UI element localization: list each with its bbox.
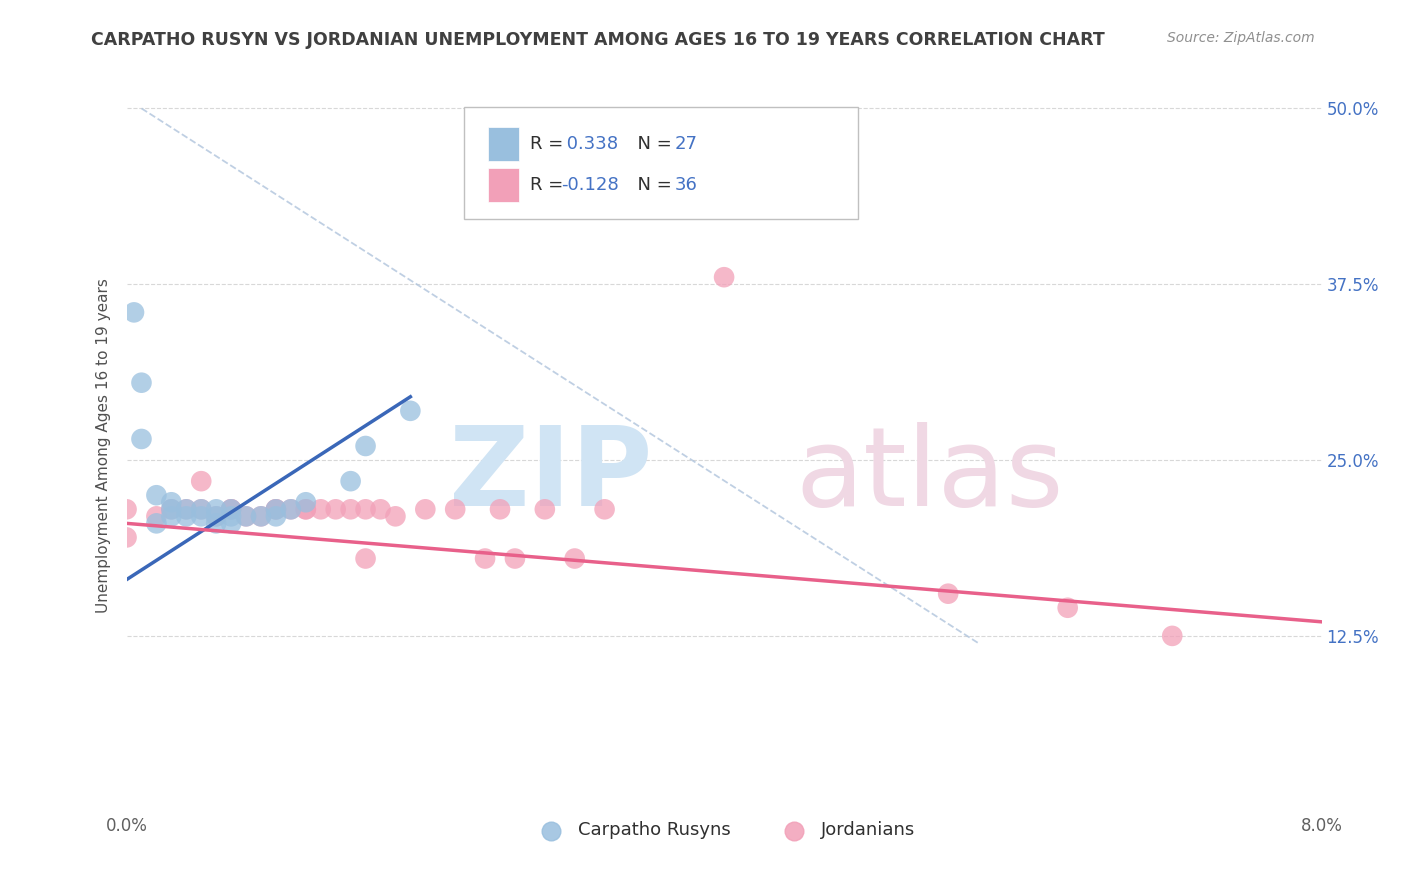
- Point: [444, 502, 467, 516]
- Text: 0.338: 0.338: [561, 136, 619, 153]
- Point: [219, 502, 242, 516]
- Point: [354, 551, 377, 566]
- Point: [533, 502, 555, 516]
- Point: [190, 509, 212, 524]
- Text: atlas: atlas: [796, 422, 1064, 529]
- Point: [280, 502, 302, 516]
- Point: [1161, 629, 1184, 643]
- Point: [160, 509, 183, 524]
- Point: [593, 502, 616, 516]
- Point: [339, 474, 361, 488]
- Point: [250, 509, 273, 524]
- Text: N =: N =: [626, 136, 678, 153]
- Point: [235, 509, 257, 524]
- Point: [235, 509, 257, 524]
- Point: [280, 502, 302, 516]
- Point: [489, 502, 512, 516]
- Point: [264, 502, 287, 516]
- Point: [160, 502, 183, 516]
- Point: [190, 474, 212, 488]
- Point: [115, 530, 138, 544]
- Point: [160, 495, 183, 509]
- Point: [264, 509, 287, 524]
- Legend: Carpatho Rusyns, Jordanians: Carpatho Rusyns, Jordanians: [526, 814, 922, 847]
- Point: [384, 509, 406, 524]
- Point: [174, 502, 197, 516]
- Text: 27: 27: [675, 136, 697, 153]
- Point: [413, 502, 436, 516]
- Point: [219, 516, 242, 531]
- Point: [309, 502, 332, 516]
- Point: [294, 502, 316, 516]
- Point: [174, 502, 197, 516]
- Text: 36: 36: [675, 177, 697, 194]
- Point: [370, 502, 392, 516]
- Point: [1056, 600, 1078, 615]
- Point: [131, 376, 153, 390]
- Point: [250, 509, 273, 524]
- Point: [936, 587, 959, 601]
- Point: [190, 502, 212, 516]
- Point: [264, 502, 287, 516]
- Point: [190, 502, 212, 516]
- Y-axis label: Unemployment Among Ages 16 to 19 years: Unemployment Among Ages 16 to 19 years: [96, 278, 111, 614]
- Point: [399, 404, 422, 418]
- Point: [564, 551, 586, 566]
- Text: CARPATHO RUSYN VS JORDANIAN UNEMPLOYMENT AMONG AGES 16 TO 19 YEARS CORRELATION C: CARPATHO RUSYN VS JORDANIAN UNEMPLOYMENT…: [91, 31, 1105, 49]
- Point: [713, 270, 735, 285]
- Point: [325, 502, 347, 516]
- Point: [145, 509, 167, 524]
- Point: [205, 509, 228, 524]
- Point: [294, 495, 316, 509]
- Point: [160, 502, 183, 516]
- Text: -0.128: -0.128: [561, 177, 619, 194]
- Point: [219, 509, 242, 524]
- Point: [145, 516, 167, 531]
- Point: [145, 488, 167, 502]
- Text: R =: R =: [530, 136, 569, 153]
- Point: [503, 551, 526, 566]
- Point: [474, 551, 496, 566]
- Point: [122, 305, 145, 319]
- Point: [174, 509, 197, 524]
- Text: N =: N =: [626, 177, 678, 194]
- Text: ZIP: ZIP: [449, 422, 652, 529]
- Point: [115, 502, 138, 516]
- Point: [294, 502, 316, 516]
- Text: Source: ZipAtlas.com: Source: ZipAtlas.com: [1167, 31, 1315, 45]
- Point: [205, 516, 228, 531]
- Text: R =: R =: [530, 177, 569, 194]
- Point: [339, 502, 361, 516]
- Point: [205, 509, 228, 524]
- Point: [131, 432, 153, 446]
- Point: [354, 502, 377, 516]
- Point: [354, 439, 377, 453]
- Point: [205, 502, 228, 516]
- Point: [264, 502, 287, 516]
- Point: [219, 502, 242, 516]
- Point: [219, 502, 242, 516]
